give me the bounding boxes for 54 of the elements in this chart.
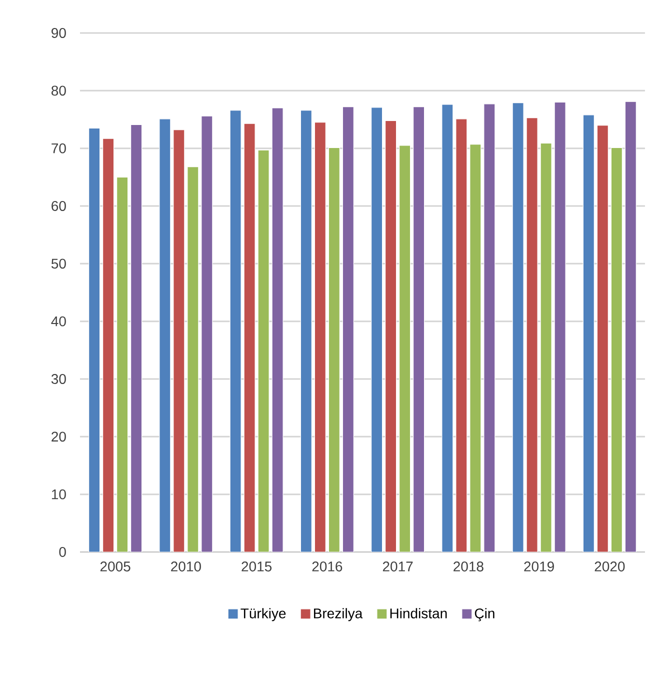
bar (244, 123, 256, 552)
y-tick-label: 40 (51, 316, 66, 326)
legend-label: Çin (474, 608, 494, 622)
bar (230, 110, 242, 552)
y-tick-label: 70 (52, 143, 66, 154)
y-tick-label: 60 (52, 201, 66, 211)
bar (187, 166, 199, 552)
bar (88, 128, 100, 552)
bar (624, 101, 636, 552)
x-tick-label: 2016 (312, 562, 342, 572)
bar (554, 102, 566, 552)
y-tick-label: 80 (52, 86, 66, 96)
x-tick-label: 2015 (242, 562, 272, 572)
bar (484, 104, 496, 552)
bar (385, 120, 397, 552)
bar (596, 124, 608, 552)
bar (582, 114, 594, 552)
bar (272, 108, 284, 552)
bar (413, 106, 425, 552)
bar (328, 147, 340, 552)
y-tick-label: 0 (59, 547, 66, 557)
bar (456, 118, 468, 552)
bar (342, 106, 354, 552)
bar (258, 150, 270, 552)
y-tick-label: 20 (52, 432, 66, 442)
legend-label: Brezilya (314, 608, 363, 622)
legend-label: Hindistan (390, 608, 447, 618)
y-tick-label: 50 (51, 258, 66, 269)
bar (300, 110, 312, 552)
x-tick-label: 2018 (454, 562, 484, 572)
y-tick-label: 30 (51, 374, 66, 384)
y-tick-label: 90 (52, 28, 66, 38)
bar (102, 138, 114, 552)
bar (442, 104, 454, 552)
bar (159, 118, 171, 552)
bar (201, 116, 213, 552)
bar (540, 142, 552, 552)
x-tick-label: 2010 (171, 562, 201, 572)
x-tick-label: 2020 (594, 562, 625, 572)
x-tick-label: 2019 (524, 562, 554, 572)
bar (399, 145, 411, 552)
bar (116, 176, 128, 552)
bar (610, 147, 622, 552)
bar (371, 107, 383, 552)
bar (173, 130, 185, 552)
bar (512, 102, 524, 552)
x-tick-label: 2005 (100, 562, 130, 572)
bar (130, 124, 142, 552)
x-tick-label: 2017 (382, 562, 413, 572)
legend-label: Türkiye (240, 608, 286, 622)
bar (526, 117, 538, 552)
bar (314, 122, 326, 552)
bar (470, 144, 482, 552)
y-tick-label: 10 (52, 489, 66, 500)
